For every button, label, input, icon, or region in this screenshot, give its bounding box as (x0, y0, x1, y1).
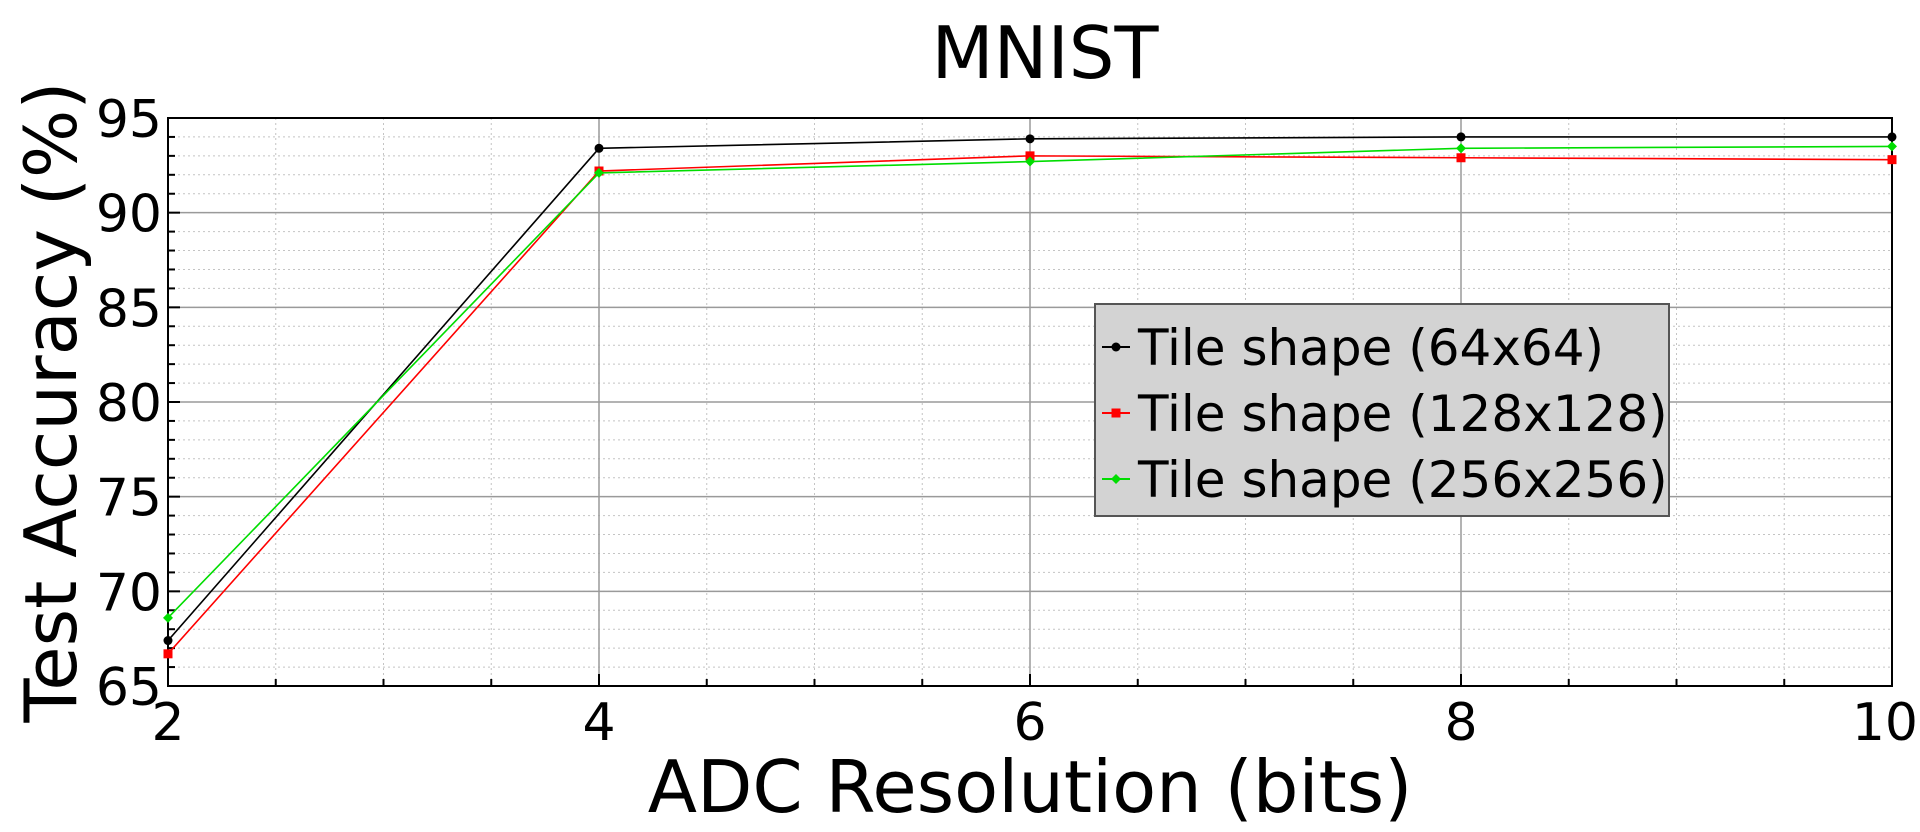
data-point (163, 636, 173, 646)
data-point (1887, 141, 1897, 152)
legend-entry: Tile shape (128x128) (1102, 385, 1668, 443)
y-axis-label: Test Accuracy (%) (9, 82, 93, 724)
y-tick-label: 85 (96, 279, 162, 339)
legend-marker (1111, 408, 1121, 418)
axis-ticks (167, 117, 1893, 687)
data-point (163, 612, 173, 623)
y-tick-label: 65 (96, 658, 162, 718)
legend-label: Tile shape (256x256) (1137, 451, 1668, 509)
data-point (1456, 153, 1466, 163)
data-point (1456, 143, 1466, 154)
data-point (1456, 132, 1466, 142)
x-axis-label: ADC Resolution (bits) (648, 745, 1413, 829)
x-tick-label: 10 (1852, 693, 1918, 753)
legend-box (1094, 303, 1670, 517)
legend: Tile shape (64x64) Tile shape (128x128) Ti… (1094, 303, 1670, 517)
data-point (1025, 134, 1035, 144)
legend-marker (1111, 474, 1121, 484)
series-1 (163, 132, 1897, 646)
series-3 (163, 141, 1897, 623)
y-tick-labels: 65 70 75 80 85 90 95 (96, 90, 162, 718)
y-tick-label: 95 (96, 90, 162, 150)
data-point (1025, 151, 1035, 161)
legend-marker (1111, 342, 1121, 352)
legend-label: Tile shape (64x64) (1137, 319, 1604, 377)
x-tick-label: 2 (151, 693, 184, 753)
data-point (1887, 155, 1897, 165)
x-tick-label: 4 (582, 693, 615, 753)
x-tick-label: 6 (1013, 693, 1046, 753)
legend-label: Tile shape (128x128) (1137, 385, 1668, 443)
data-point (1887, 132, 1897, 142)
data-point (594, 167, 604, 178)
y-tick-label: 70 (96, 563, 162, 623)
series-lines (163, 132, 1897, 659)
x-tick-labels: 2 4 6 8 10 (151, 693, 1918, 753)
data-point (594, 143, 604, 153)
y-tick-label: 80 (96, 374, 162, 434)
y-tick-label: 90 (96, 185, 162, 245)
legend-entry: Tile shape (64x64) (1102, 319, 1604, 377)
x-tick-label: 8 (1444, 693, 1477, 753)
legend-entry: Tile shape (256x256) (1102, 451, 1668, 509)
y-tick-label: 75 (96, 469, 162, 529)
data-point (163, 649, 173, 659)
chart-title: MNIST (932, 11, 1160, 95)
data-point (1025, 156, 1035, 167)
